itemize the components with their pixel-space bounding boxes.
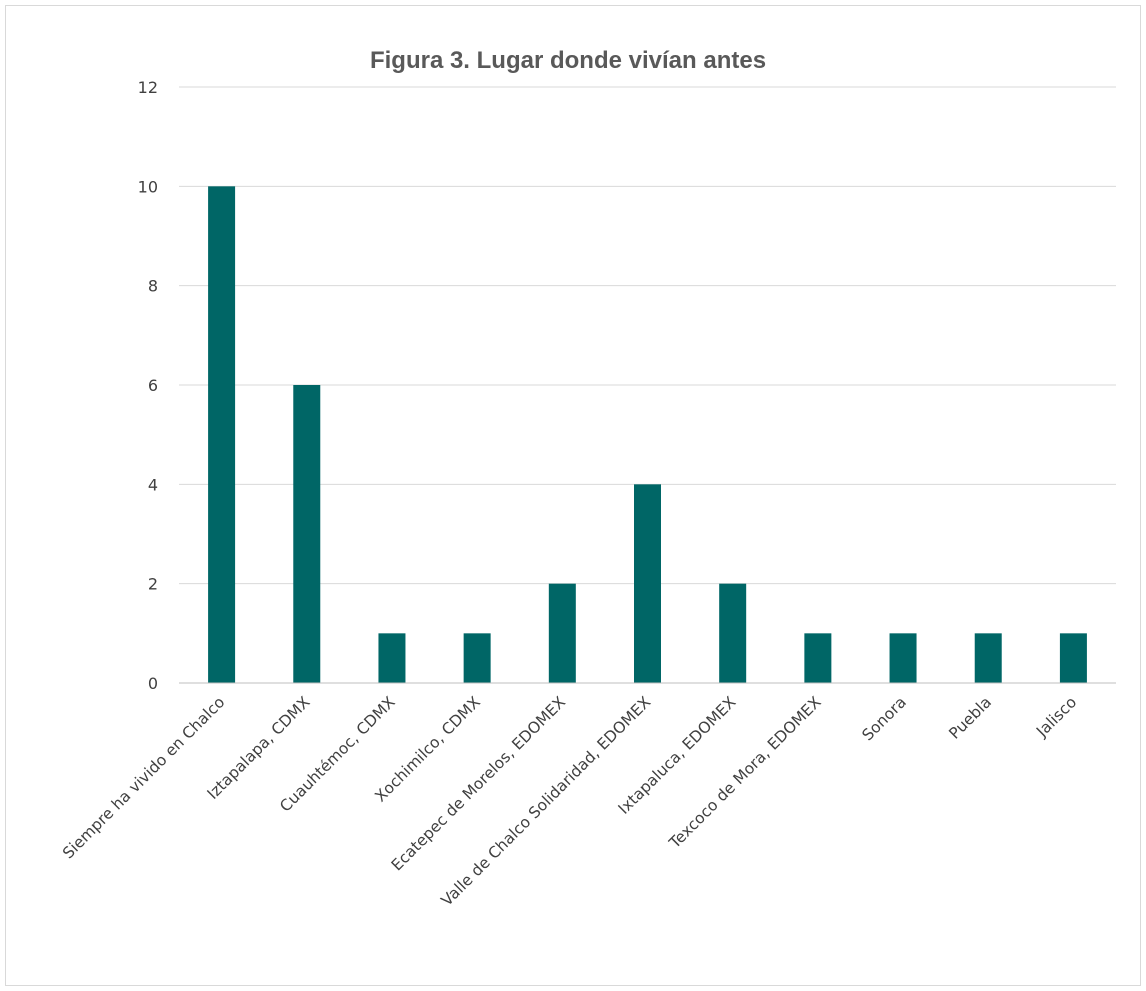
chart-frame: Figura 3. Lugar donde vivían antes 0 2 4 6 8… [5, 5, 1141, 986]
bar [634, 484, 661, 683]
y-tick-label: 10 [138, 177, 158, 196]
bar [378, 633, 406, 683]
gridlines [179, 86, 1116, 585]
bar [463, 633, 491, 683]
x-category-label: Siempre ha vivido en Chalco [59, 693, 228, 862]
x-category-label: Ecatepec de Morelos, EDOMEX [388, 693, 570, 875]
bar [1059, 633, 1087, 683]
bar [293, 385, 321, 683]
chart-title: Figura 3. Lugar donde vivían antes [370, 47, 766, 74]
y-tick-label: 12 [138, 78, 158, 97]
bar [548, 583, 576, 683]
bar [208, 186, 236, 684]
y-tick-label: 8 [148, 277, 158, 296]
x-category-label: Jalisco [1032, 693, 1080, 741]
bar-chart: Figura 3. Lugar donde vivían antes 0 2 4 6 8… [59, 47, 1116, 910]
y-axis-ticks: 0 2 4 6 8 10 12 [138, 78, 158, 693]
y-tick-label: 6 [148, 376, 158, 395]
x-category-label: Texcoco de Mora, EDOMEX [665, 693, 825, 853]
bar [719, 583, 747, 683]
y-tick-label: 2 [148, 575, 158, 594]
bars [208, 186, 1087, 684]
x-category-label: Puebla [946, 693, 996, 743]
bar [889, 633, 917, 683]
y-tick-label: 0 [148, 674, 158, 693]
bar [804, 633, 832, 683]
bar [974, 633, 1002, 683]
x-category-label: Sonora [859, 693, 910, 744]
y-tick-label: 4 [148, 475, 158, 494]
